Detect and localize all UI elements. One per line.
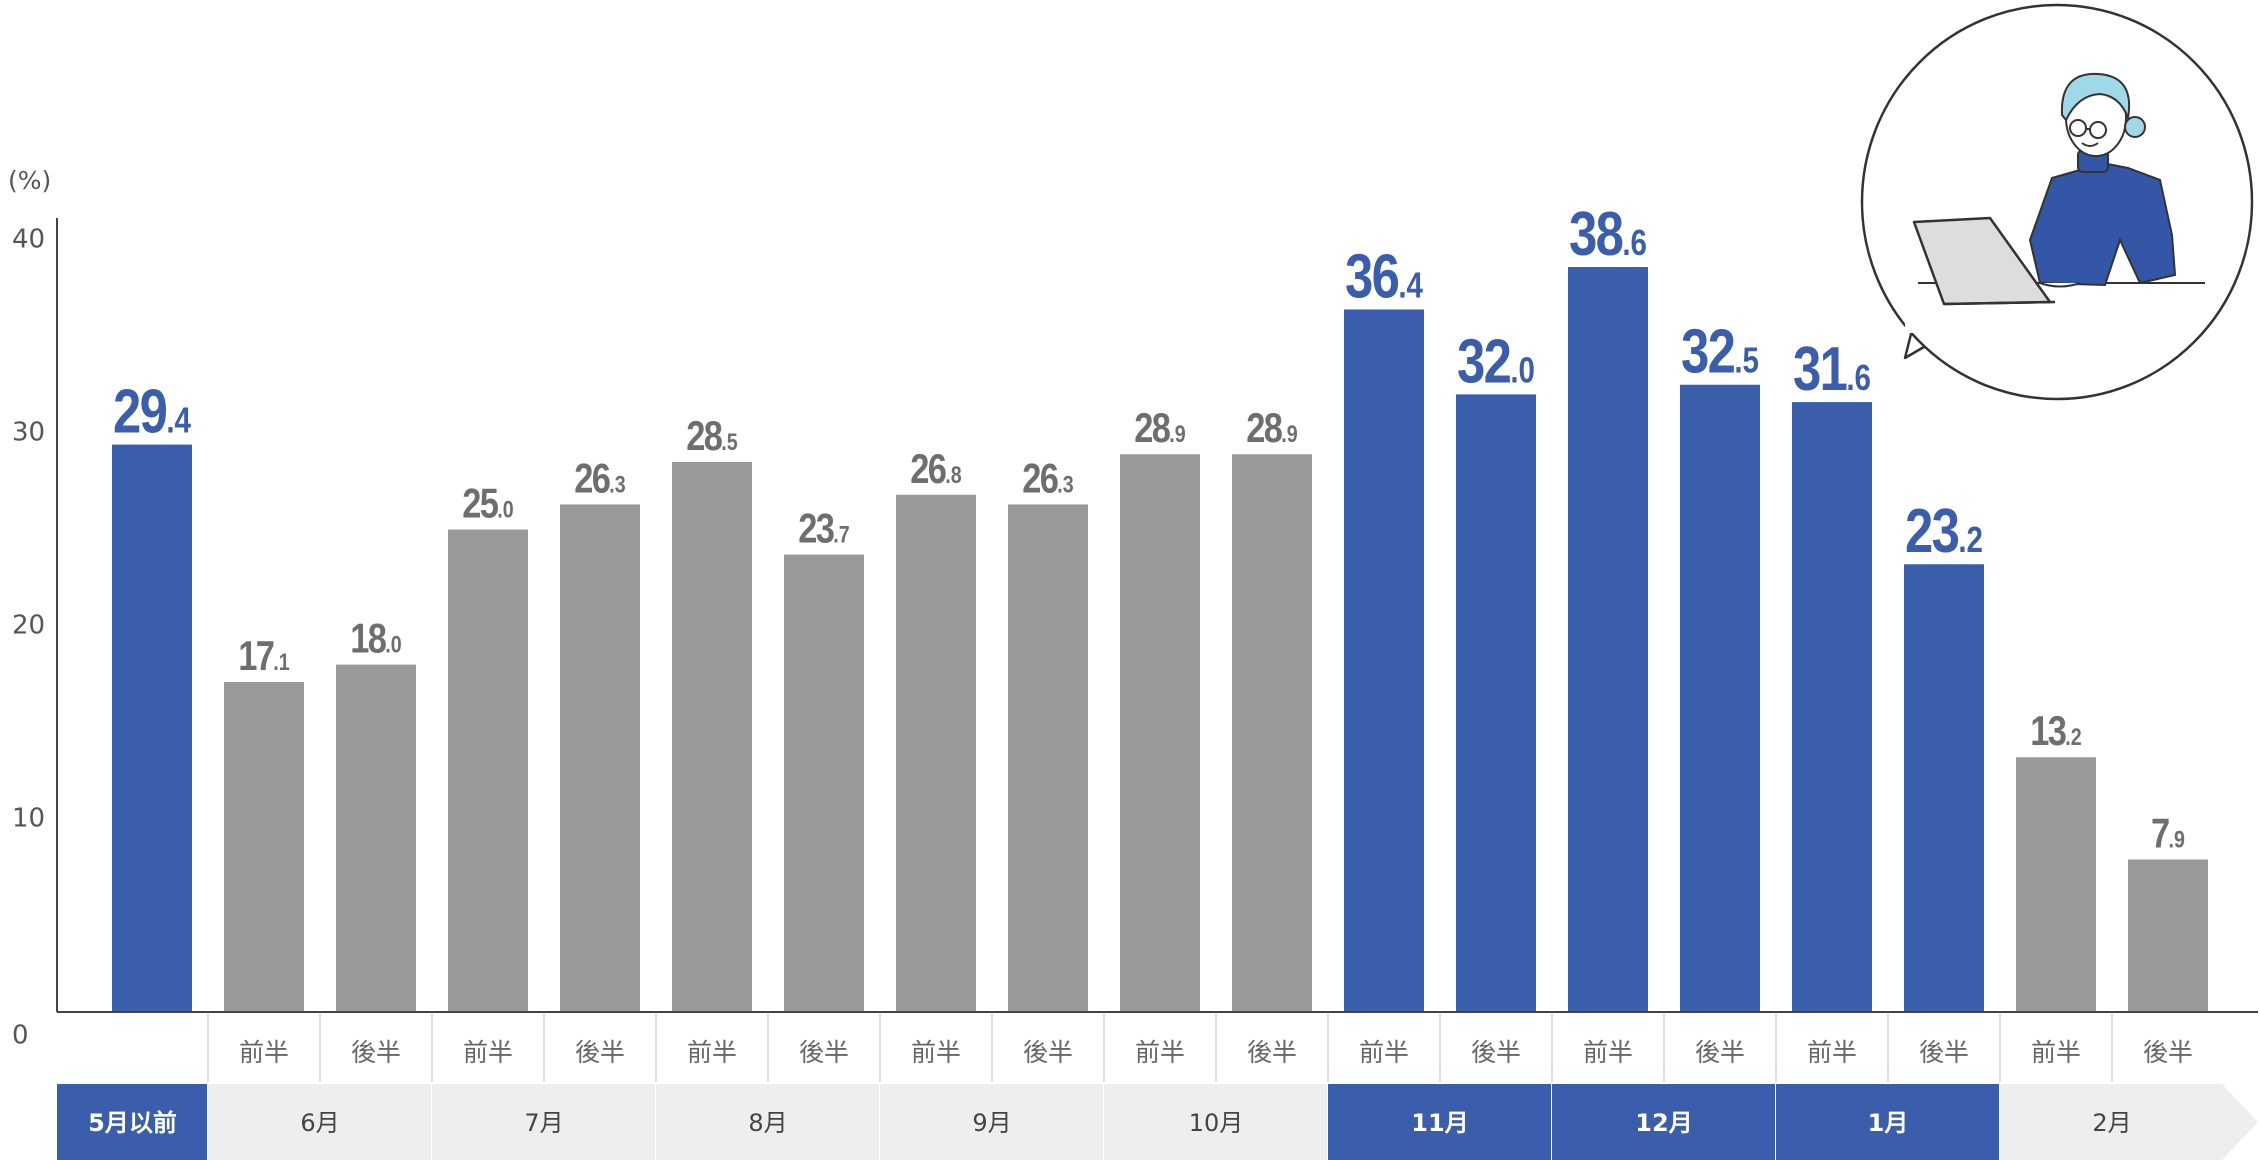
bar [1120,454,1200,1013]
value-label: 23.2 [1905,498,1983,567]
value-label: 18.0 [350,615,401,662]
half-label: 後半 [1247,1038,1297,1067]
y-tick-label: 10 [12,804,45,834]
bar [1344,309,1424,1013]
bar [1904,564,1984,1012]
bar [560,504,640,1012]
half-label: 前半 [463,1038,513,1067]
y-tick-label: 20 [12,611,45,641]
month-cell [1104,1084,1328,1160]
value-label: 32.0 [1457,328,1535,397]
month-cell [880,1084,1104,1160]
half-label: 後半 [799,1038,849,1067]
month-label: 5月以前 [88,1109,177,1137]
value-label: 26.3 [574,455,625,502]
month-cell [57,1084,208,1160]
y-tick-label: 0 [12,1021,29,1051]
y-axis-unit-label: (%) [8,166,52,195]
value-label: 17.1 [238,633,289,680]
y-tick-label: 40 [12,225,45,255]
value-label: 28.9 [1246,405,1297,452]
value-label: 23.7 [798,505,849,552]
value-label: 26.3 [1022,455,1073,502]
month-cell [1328,1084,1552,1160]
bar [896,494,976,1012]
value-label: 29.4 [113,378,192,447]
month-label: 9月 [972,1109,1011,1137]
half-label: 後半 [2143,1038,2193,1067]
value-label: 38.6 [1569,200,1647,269]
value-label: 32.5 [1681,318,1759,387]
month-label: 7月 [524,1109,563,1137]
bar [1008,504,1088,1012]
month-label: 8月 [748,1109,787,1137]
value-label: 31.6 [1793,335,1871,404]
month-band: 5月以前 6月 7月 8月 9月 10月 11月 12月 1月 2月 [57,1084,2258,1160]
y-axis: 0 10 20 30 40 [12,218,2258,1051]
value-label: 25.0 [462,480,513,527]
half-label: 前半 [239,1038,289,1067]
bar [224,681,304,1012]
bar [336,664,416,1012]
month-label: 2月 [2092,1109,2131,1137]
bar [2128,859,2208,1012]
half-label: 前半 [911,1038,961,1067]
value-label: 7.9 [2151,810,2185,857]
bar [1792,402,1872,1012]
month-cell [432,1084,656,1160]
bar [1456,394,1536,1012]
bar [112,444,192,1013]
half-label: 前半 [687,1038,737,1067]
month-cell [2000,1084,2258,1160]
half-label: 後半 [575,1038,625,1067]
half-label: 前半 [1583,1038,1633,1067]
month-cell [1552,1084,1776,1160]
value-label: 28.5 [686,413,737,460]
month-label: 6月 [300,1109,339,1137]
value-label: 13.2 [2030,708,2081,755]
value-label: 36.4 [1345,243,1424,312]
month-label: 11月 [1411,1109,1468,1137]
month-cell [1776,1084,2000,1160]
value-label: 26.8 [910,446,961,493]
bar [1568,267,1648,1012]
month-label: 1月 [1868,1109,1909,1137]
half-label: 後半 [1023,1038,1073,1067]
value-label: 28.9 [1134,405,1185,452]
month-label: 12月 [1635,1109,1692,1137]
person-with-laptop-icon [1860,3,2254,401]
bar [1232,454,1312,1013]
bars [112,267,2208,1013]
month-cell [656,1084,880,1160]
half-labels: 前半 後半 前半 後半 前半 後半 前半 後半 前半 後半 前半 後半 前半 後半 前半 後半 前半 後半 [207,1014,2193,1082]
month-cell [208,1084,432,1160]
half-label: 前半 [1135,1038,1185,1067]
bar [672,461,752,1012]
half-label: 前半 [1807,1038,1857,1067]
half-label: 後半 [1919,1038,1969,1067]
value-labels: 29.4 17.1 18.0 25.0 26.3 28.5 23.7 26.8 26.3 28.9… [113,200,2185,857]
half-label: 後半 [1471,1038,1521,1067]
half-label: 前半 [1359,1038,1409,1067]
bar [784,554,864,1012]
bar [1680,384,1760,1012]
half-label: 後半 [351,1038,401,1067]
month-label: 10月 [1189,1109,1244,1137]
half-label: 後半 [1695,1038,1745,1067]
bar [2016,757,2096,1012]
half-label: 前半 [2031,1038,2081,1067]
y-tick-label: 30 [12,418,45,448]
bar [448,529,528,1012]
